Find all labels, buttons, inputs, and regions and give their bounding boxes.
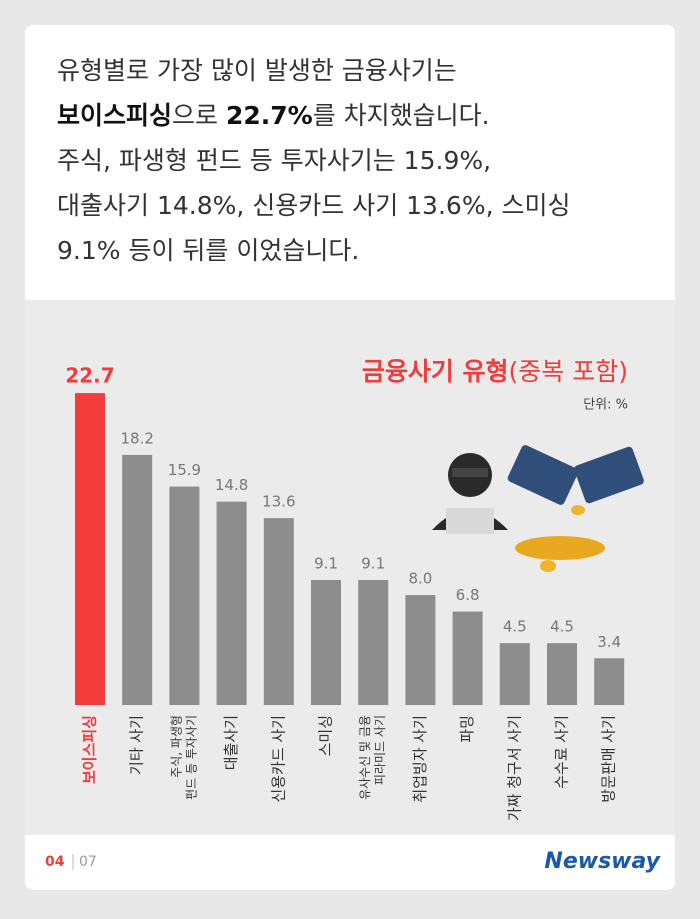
value-label: 6.8	[456, 586, 480, 604]
bar	[594, 658, 625, 705]
intro-emphasis: 보이스피싱	[57, 101, 172, 130]
value-label: 15.9	[168, 461, 201, 479]
logo: Newsway	[544, 849, 661, 874]
intro-line: 9.1% 등이 뒤를 이었습니다.	[57, 236, 359, 265]
bar	[311, 579, 341, 705]
chart-subtitle: (중복 포함)	[509, 357, 628, 386]
x-tick-label: 가짜 청구서 사기	[505, 715, 523, 821]
bar	[547, 643, 577, 705]
x-tick-label: 기타 사기	[128, 715, 146, 775]
x-tick-label: 보이스피싱	[81, 715, 99, 784]
value-label: 4.5	[503, 618, 527, 636]
bar	[452, 611, 483, 705]
bar	[122, 454, 153, 705]
page-number: 04	[45, 854, 65, 870]
bar	[405, 595, 436, 705]
intro-text: 으로	[172, 101, 226, 130]
x-tick-label: 대출사기	[222, 715, 240, 770]
intro-emphasis: 22.7%	[226, 101, 313, 130]
x-tick-label: 취업빙자 사기	[411, 715, 429, 803]
intro-text: 9.1% 등이 뒤를 이었습니다.	[57, 236, 359, 265]
x-tick-label: 파밍	[458, 715, 476, 743]
x-tick-label: 펀드 등 투자사기	[184, 715, 198, 800]
x-tick-label: 방문판매 사기	[600, 715, 618, 803]
value-label: 18.2	[120, 429, 153, 447]
chart-title-group: 금융사기 유형(중복 포함)	[362, 357, 628, 386]
value-label: 9.1	[314, 554, 338, 572]
intro-line: 대출사기 14.8%, 신용카드 사기 13.6%, 스미싱	[57, 191, 570, 220]
intro-text: 주식, 파생형 펀드 등 투자사기는 15.9%,	[57, 146, 491, 175]
intro-line: 보이스피싱으로 22.7%를 차지했습니다.	[57, 101, 490, 130]
bar	[263, 518, 294, 705]
bar	[499, 643, 530, 705]
value-label: 8.0	[408, 570, 432, 588]
x-tick-label: 유사수신 및 금융	[358, 715, 372, 800]
value-label: 22.7	[65, 364, 114, 388]
page-total: 07	[79, 854, 97, 870]
bar	[216, 501, 247, 705]
value-label: 9.1	[361, 554, 385, 572]
bar	[358, 579, 389, 705]
x-tick-label: 스미싱	[317, 715, 335, 756]
illustration	[432, 445, 644, 572]
intro-text: 유형별로 가장 많이 발생한 금융사기는	[57, 56, 457, 85]
value-label: 14.8	[215, 476, 248, 494]
chart-title: 금융사기 유형	[362, 357, 509, 386]
intro-text: 대출사기 14.8%, 신용카드 사기 13.6%, 스미싱	[57, 191, 570, 220]
x-tick-label: 수수료 사기	[553, 715, 571, 789]
bar	[169, 486, 200, 705]
value-label: 4.5	[550, 618, 574, 636]
value-label: 13.6	[262, 493, 295, 511]
bar	[75, 393, 105, 705]
unit-label: 단위: %	[583, 398, 628, 413]
intro-line: 주식, 파생형 펀드 등 투자사기는 15.9%,	[57, 146, 491, 175]
intro-line: 유형별로 가장 많이 발생한 금융사기는	[57, 56, 457, 85]
x-tick-label: 피라미드 사기	[373, 715, 387, 785]
x-tick-label: 신용카드 사기	[269, 715, 287, 803]
x-tick-label: 주식, 파생형	[169, 715, 183, 778]
intro-text: 를 차지했습니다.	[313, 101, 490, 130]
value-label: 3.4	[597, 633, 621, 651]
